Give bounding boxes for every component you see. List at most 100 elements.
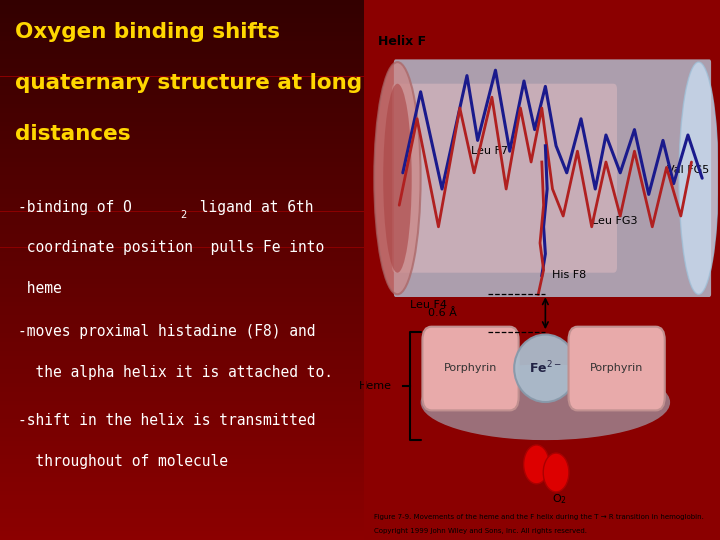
Ellipse shape (374, 62, 420, 294)
Bar (0, 230, 364, 234)
Bar (0, 392, 364, 396)
Bar (0, 504, 364, 509)
Bar (0, 135, 364, 139)
Bar (0, 99, 364, 104)
Bar (0, 4, 364, 9)
Bar (0, 351, 364, 355)
Bar (0, 274, 364, 279)
Bar (0, 436, 364, 441)
Bar (0, 270, 364, 274)
Text: O$_2$: O$_2$ (552, 492, 567, 507)
Text: -binding of O: -binding of O (18, 200, 132, 215)
Bar (0, 382, 364, 387)
Text: Porphyrin: Porphyrin (444, 363, 498, 373)
Bar (0, 50, 364, 54)
Bar (0, 360, 364, 364)
Text: quaternary structure at long: quaternary structure at long (14, 73, 361, 93)
Text: heme: heme (18, 281, 62, 296)
Bar (0, 261, 364, 266)
Bar (0, 193, 364, 198)
Ellipse shape (514, 334, 577, 402)
Bar (0, 63, 364, 68)
Ellipse shape (383, 84, 412, 273)
Bar (0, 531, 364, 536)
Bar (0, 162, 364, 166)
Text: 2: 2 (181, 210, 187, 220)
FancyBboxPatch shape (392, 84, 617, 273)
Bar (0, 45, 364, 50)
Bar (0, 279, 364, 284)
Text: Heme: Heme (359, 381, 392, 391)
Bar (0, 418, 364, 423)
Bar (0, 459, 364, 463)
Bar (0, 472, 364, 477)
Ellipse shape (679, 62, 719, 294)
Bar (0, 90, 364, 94)
Bar (0, 180, 364, 185)
Bar (0, 482, 364, 486)
Bar (0, 405, 364, 409)
Bar (0, 122, 364, 126)
Text: coordinate position  pulls Fe into: coordinate position pulls Fe into (18, 240, 325, 255)
Bar (0, 387, 364, 392)
Bar (0, 81, 364, 85)
Bar (0, 293, 364, 297)
FancyBboxPatch shape (569, 327, 665, 410)
Bar (0, 338, 364, 342)
Bar (0, 315, 364, 320)
Bar (0, 369, 364, 374)
Text: Leu F7: Leu F7 (471, 146, 508, 156)
Bar (0, 68, 364, 72)
Bar (0, 414, 364, 418)
Bar (0, 364, 364, 369)
Bar (0, 85, 364, 90)
Bar (0, 320, 364, 324)
Bar (0, 112, 364, 117)
Bar (0, 500, 364, 504)
Bar (0, 522, 364, 526)
Text: Oxygen binding shifts: Oxygen binding shifts (14, 22, 279, 42)
Bar (0, 486, 364, 490)
Bar (0, 333, 364, 338)
Text: Figure 7-9. Movements of the heme and the F helix during the T → R transition in: Figure 7-9. Movements of the heme and th… (374, 514, 704, 520)
Bar (0, 536, 364, 540)
Ellipse shape (523, 445, 549, 484)
Text: -shift in the helix is transmitted: -shift in the helix is transmitted (18, 413, 315, 428)
Text: Leu FG3: Leu FG3 (592, 216, 637, 226)
Text: Copyright 1999 John Wiley and Sons, Inc. All rights reserved.: Copyright 1999 John Wiley and Sons, Inc.… (374, 528, 588, 534)
Bar (0, 509, 364, 513)
Bar (0, 428, 364, 432)
Text: ligand at 6th: ligand at 6th (191, 200, 313, 215)
Bar (0, 301, 364, 306)
Text: the alpha helix it is attached to.: the alpha helix it is attached to. (18, 364, 333, 380)
Bar (0, 252, 364, 256)
Bar (0, 54, 364, 58)
Bar (0, 328, 364, 333)
FancyBboxPatch shape (423, 327, 518, 410)
Bar (0, 374, 364, 378)
Bar (0, 18, 364, 23)
Bar (0, 189, 364, 193)
Bar (0, 166, 364, 171)
Bar (0, 216, 364, 220)
Bar (0, 23, 364, 27)
Bar (0, 31, 364, 36)
Bar (0, 266, 364, 270)
Bar (0, 310, 364, 315)
Bar (0, 139, 364, 144)
Bar (0, 94, 364, 99)
Bar (0, 256, 364, 261)
Text: distances: distances (14, 124, 130, 144)
Bar (0, 378, 364, 382)
Bar (0, 450, 364, 455)
Bar (0, 347, 364, 351)
Bar (0, 324, 364, 328)
Bar (0, 247, 364, 252)
Bar (0, 207, 364, 212)
Bar (0, 27, 364, 31)
FancyBboxPatch shape (394, 59, 711, 297)
Bar (0, 526, 364, 531)
Text: Leu F4: Leu F4 (410, 300, 447, 310)
Bar (0, 104, 364, 108)
Bar (0, 108, 364, 112)
